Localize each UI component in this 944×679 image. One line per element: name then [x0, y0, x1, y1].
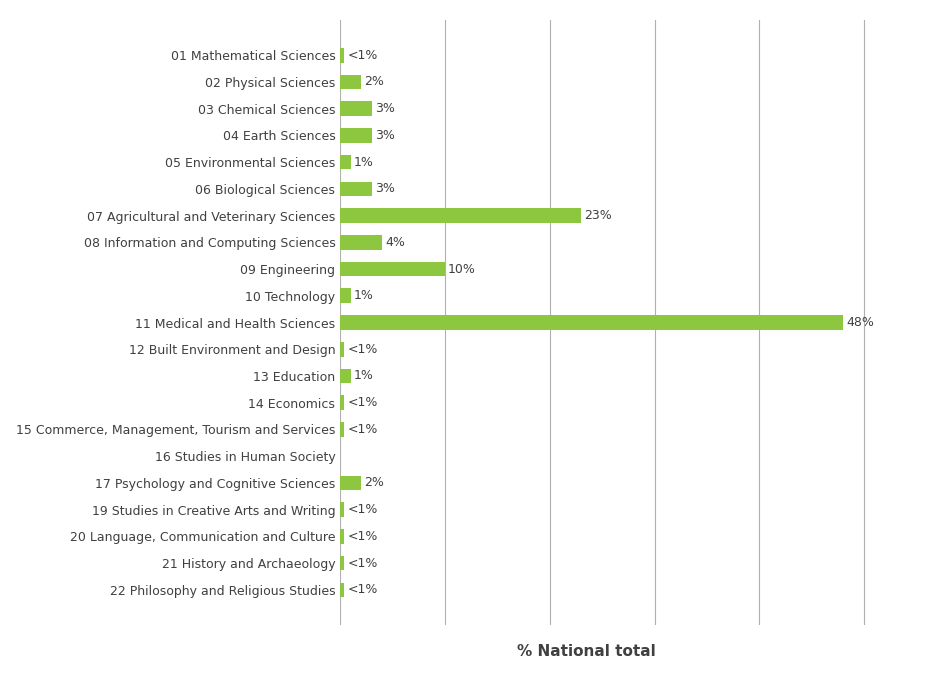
Bar [340, 475, 361, 490]
Text: 48%: 48% [846, 316, 873, 329]
Text: <1%: <1% [347, 557, 378, 570]
Text: <1%: <1% [347, 583, 378, 596]
Bar [340, 502, 344, 517]
Text: 1%: 1% [353, 155, 373, 168]
Text: <1%: <1% [347, 423, 378, 436]
Text: 3%: 3% [375, 102, 395, 115]
Bar [340, 556, 344, 570]
Text: 3%: 3% [375, 183, 395, 196]
Bar [340, 235, 381, 250]
Bar [340, 395, 344, 410]
Bar [340, 155, 350, 170]
Text: 3%: 3% [375, 129, 395, 142]
Bar [340, 315, 842, 330]
Bar [340, 75, 361, 89]
Text: 2%: 2% [364, 75, 384, 88]
Bar [340, 181, 371, 196]
Text: 1%: 1% [353, 289, 373, 302]
Bar [340, 529, 344, 544]
Bar [340, 342, 344, 356]
Bar [340, 369, 350, 384]
Bar [340, 208, 581, 223]
Text: 4%: 4% [385, 236, 405, 249]
Bar [340, 128, 371, 143]
Text: <1%: <1% [347, 343, 378, 356]
Text: % National total: % National total [516, 644, 654, 659]
Bar [340, 101, 371, 116]
Text: <1%: <1% [347, 503, 378, 516]
Text: 1%: 1% [353, 369, 373, 382]
Text: 23%: 23% [583, 209, 612, 222]
Text: 10%: 10% [447, 263, 476, 276]
Bar [340, 289, 350, 303]
Bar [340, 422, 344, 437]
Bar [340, 48, 344, 62]
Text: <1%: <1% [347, 397, 378, 409]
Bar [340, 583, 344, 598]
Text: 2%: 2% [364, 477, 384, 490]
Text: <1%: <1% [347, 530, 378, 543]
Bar [340, 261, 445, 276]
Text: <1%: <1% [347, 49, 378, 62]
